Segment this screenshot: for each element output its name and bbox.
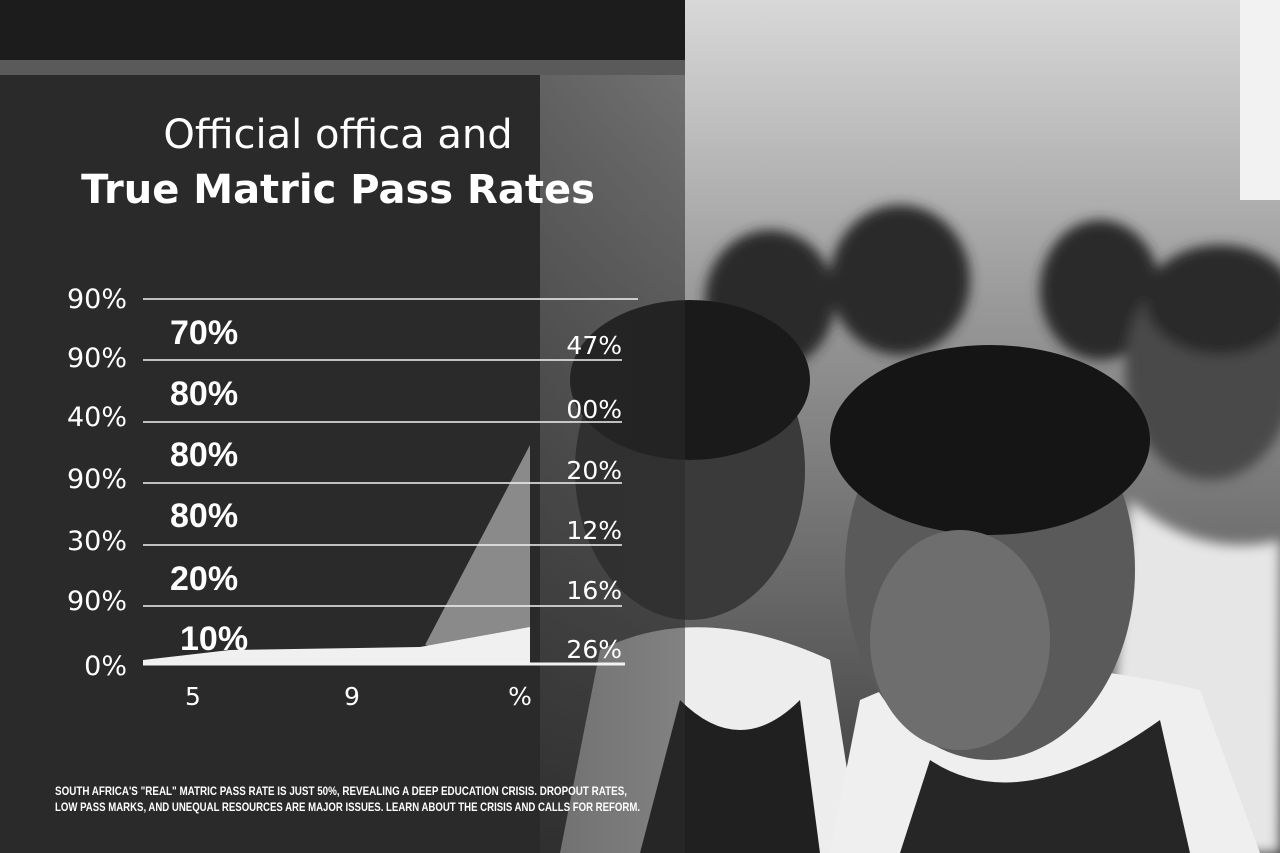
right-label: 47%	[566, 331, 622, 360]
photo	[540, 0, 1280, 853]
chart: 90% 90% 40% 90% 30% 90% 0% 70% 80% 80% 80% 20% 10% 47…	[55, 284, 640, 814]
bar-label: 80%	[170, 497, 238, 535]
title: True Matric Pass Rates	[81, 167, 595, 213]
y-label: 30%	[67, 526, 127, 557]
y-label: 90%	[67, 464, 127, 495]
panel-solid	[0, 0, 540, 853]
title: Official offica and	[163, 112, 512, 158]
y-label: 90%	[67, 343, 127, 374]
y-label: 40%	[67, 402, 127, 433]
right-label: 00%	[566, 395, 622, 424]
y-label: 0%	[84, 651, 127, 682]
bar-label: 80%	[170, 436, 238, 474]
y-label: 90%	[67, 586, 127, 617]
x-label: 5	[185, 682, 201, 711]
top-bar	[0, 0, 685, 60]
right-label: 12%	[566, 516, 622, 545]
bar-label: 10%	[180, 620, 248, 658]
stripe	[0, 60, 685, 75]
area-shape	[143, 627, 530, 664]
x-label: 9	[344, 682, 360, 711]
right-label: 20%	[566, 456, 622, 485]
right-label: 16%	[566, 576, 622, 605]
y-label: 90%	[67, 284, 127, 315]
bar-label: 80%	[170, 375, 238, 413]
caption: SOUTH AFRICA'S "REAL" MATRIC PASS RATE I…	[55, 786, 627, 798]
bar-label: 20%	[170, 560, 238, 598]
caption: LOW PASS MARKS, AND UNEQUAL RESOURCES AR…	[55, 802, 640, 814]
area-shape	[425, 445, 530, 664]
bar-label: 70%	[170, 314, 238, 352]
right-label: 26%	[566, 635, 622, 664]
x-label: %	[508, 682, 532, 711]
